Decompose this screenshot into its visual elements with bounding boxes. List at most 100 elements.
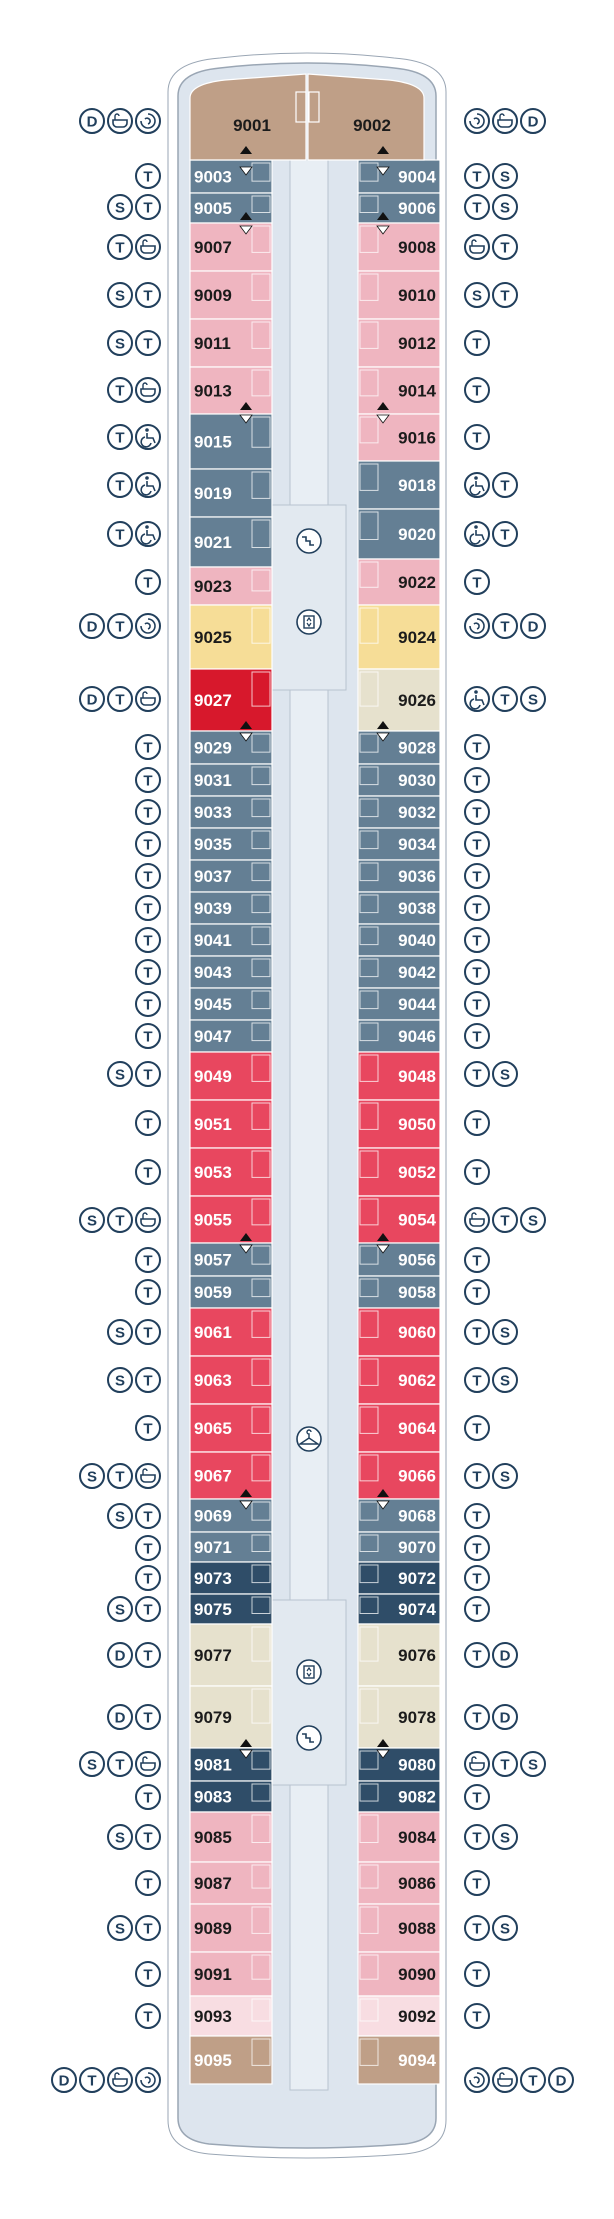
cabin-9043[interactable]: 9043: [189, 955, 273, 989]
cabin-area: [189, 468, 273, 518]
cabin-9082[interactable]: 9082: [357, 1780, 441, 1813]
cabin-9084[interactable]: 9084: [357, 1811, 441, 1863]
cabin-9090[interactable]: 9090: [357, 1951, 441, 1997]
cabin-9048[interactable]: 9048: [357, 1051, 441, 1101]
cabin-9019[interactable]: 9019: [189, 468, 273, 518]
cabin-9061[interactable]: 9061: [189, 1307, 273, 1357]
cabin-9009[interactable]: 9009: [189, 270, 273, 320]
cabin-9004[interactable]: 9004: [357, 159, 441, 194]
cabin-9077[interactable]: 9077: [189, 1623, 273, 1687]
cabin-9003[interactable]: 9003: [189, 159, 273, 194]
cabin-9036[interactable]: 9036: [357, 859, 441, 893]
cabin-9046[interactable]: 9046: [357, 1019, 441, 1053]
cabin-9081[interactable]: 9081: [189, 1747, 273, 1782]
cabin-9056[interactable]: 9056: [357, 1242, 441, 1277]
cabin-9055[interactable]: 9055: [189, 1195, 273, 1244]
cabin-9044[interactable]: 9044: [357, 987, 441, 1021]
cabin-9041[interactable]: 9041: [189, 923, 273, 957]
cabin-9020[interactable]: 9020: [357, 508, 441, 560]
cabin-9065[interactable]: 9065: [189, 1403, 273, 1453]
cabin-9040[interactable]: 9040: [357, 923, 441, 957]
cabin-9026[interactable]: 9026: [357, 668, 441, 732]
cabin-number: 9046: [398, 1027, 436, 1046]
cabin-9033[interactable]: 9033: [189, 795, 273, 829]
cabin-9051[interactable]: 9051: [189, 1099, 273, 1149]
cabin-9012[interactable]: 9012: [357, 318, 441, 368]
cabin-9069[interactable]: 9069: [189, 1498, 273, 1533]
cabin-number: 9079: [194, 1708, 232, 1727]
cabin-9092[interactable]: 9092: [357, 1995, 441, 2037]
cabin-9074[interactable]: 9074: [357, 1593, 441, 1625]
cabin-9045[interactable]: 9045: [189, 987, 273, 1021]
cabin-9079[interactable]: 9079: [189, 1685, 273, 1749]
cabin-9002[interactable]: 9002: [307, 73, 425, 161]
cabin-9016[interactable]: 9016: [357, 413, 441, 462]
cabin-9001[interactable]: 9001: [189, 73, 307, 161]
cabin-9064[interactable]: 9064: [357, 1403, 441, 1453]
cabin-9039[interactable]: 9039: [189, 891, 273, 925]
cabin-9031[interactable]: 9031: [189, 763, 273, 797]
cabin-9038[interactable]: 9038: [357, 891, 441, 925]
cabin-9089[interactable]: 9089: [189, 1903, 273, 1953]
cabin-9010[interactable]: 9010: [357, 270, 441, 320]
cabin-9059[interactable]: 9059: [189, 1275, 273, 1309]
cabin-9013[interactable]: 9013: [189, 366, 273, 415]
cabin-9014[interactable]: 9014: [357, 366, 441, 415]
cabin-9047[interactable]: 9047: [189, 1019, 273, 1053]
cabin-9068[interactable]: 9068: [357, 1498, 441, 1533]
cabin-9037[interactable]: 9037: [189, 859, 273, 893]
cabin-9058[interactable]: 9058: [357, 1275, 441, 1309]
cabin-9076[interactable]: 9076: [357, 1623, 441, 1687]
cabin-9006[interactable]: 9006: [357, 192, 441, 224]
cabin-9057[interactable]: 9057: [189, 1242, 273, 1277]
cabin-9008[interactable]: 9008: [357, 222, 441, 272]
svg-text:T: T: [472, 1325, 481, 1342]
cabin-9094[interactable]: 9094: [357, 2035, 441, 2085]
cabin-9067[interactable]: 9067: [189, 1451, 273, 1500]
cabin-9095[interactable]: 9095: [189, 2035, 273, 2085]
cabin-9072[interactable]: 9072: [357, 1561, 441, 1595]
cabin-9050[interactable]: 9050: [357, 1099, 441, 1149]
twin-beds-icon: T: [464, 1784, 490, 1810]
cabin-9005[interactable]: 9005: [189, 192, 273, 224]
cabin-9085[interactable]: 9085: [189, 1811, 273, 1863]
cabin-9024[interactable]: 9024: [357, 604, 441, 670]
cabin-9063[interactable]: 9063: [189, 1355, 273, 1405]
cabin-9018[interactable]: 9018: [357, 460, 441, 510]
cabin-9049[interactable]: 9049: [189, 1051, 273, 1101]
cabin-9011[interactable]: 9011: [189, 318, 273, 368]
cabin-9052[interactable]: 9052: [357, 1147, 441, 1197]
cabin-9060[interactable]: 9060: [357, 1307, 441, 1357]
cabin-9088[interactable]: 9088: [357, 1903, 441, 1953]
cabin-9073[interactable]: 9073: [189, 1561, 273, 1595]
cabin-9083[interactable]: 9083: [189, 1780, 273, 1813]
cabin-9034[interactable]: 9034: [357, 827, 441, 861]
cabin-9078[interactable]: 9078: [357, 1685, 441, 1749]
cabin-9030[interactable]: 9030: [357, 763, 441, 797]
cabin-9091[interactable]: 9091: [189, 1951, 273, 1997]
cabin-9070[interactable]: 9070: [357, 1531, 441, 1563]
cabin-9071[interactable]: 9071: [189, 1531, 273, 1563]
cabin-9007[interactable]: 9007: [189, 222, 273, 272]
cabin-9054[interactable]: 9054: [357, 1195, 441, 1244]
cabin-9086[interactable]: 9086: [357, 1861, 441, 1905]
cabin-9035[interactable]: 9035: [189, 827, 273, 861]
cabin-9015[interactable]: 9015: [189, 413, 273, 470]
cabin-9027[interactable]: 9027: [189, 668, 273, 732]
cabin-9029[interactable]: 9029: [189, 730, 273, 765]
cabin-9075[interactable]: 9075: [189, 1593, 273, 1625]
cabin-9066[interactable]: 9066: [357, 1451, 441, 1500]
cabin-9080[interactable]: 9080: [357, 1747, 441, 1782]
svg-text:S: S: [115, 1325, 125, 1342]
cabin-9053[interactable]: 9053: [189, 1147, 273, 1197]
cabin-9028[interactable]: 9028: [357, 730, 441, 765]
cabin-9087[interactable]: 9087: [189, 1861, 273, 1905]
cabin-9025[interactable]: 9025: [189, 604, 273, 670]
cabin-9093[interactable]: 9093: [189, 1995, 273, 2037]
cabin-9023[interactable]: 9023: [189, 566, 273, 606]
cabin-9042[interactable]: 9042: [357, 955, 441, 989]
cabin-9032[interactable]: 9032: [357, 795, 441, 829]
cabin-9062[interactable]: 9062: [357, 1355, 441, 1405]
cabin-9022[interactable]: 9022: [357, 558, 441, 606]
cabin-9021[interactable]: 9021: [189, 516, 273, 568]
